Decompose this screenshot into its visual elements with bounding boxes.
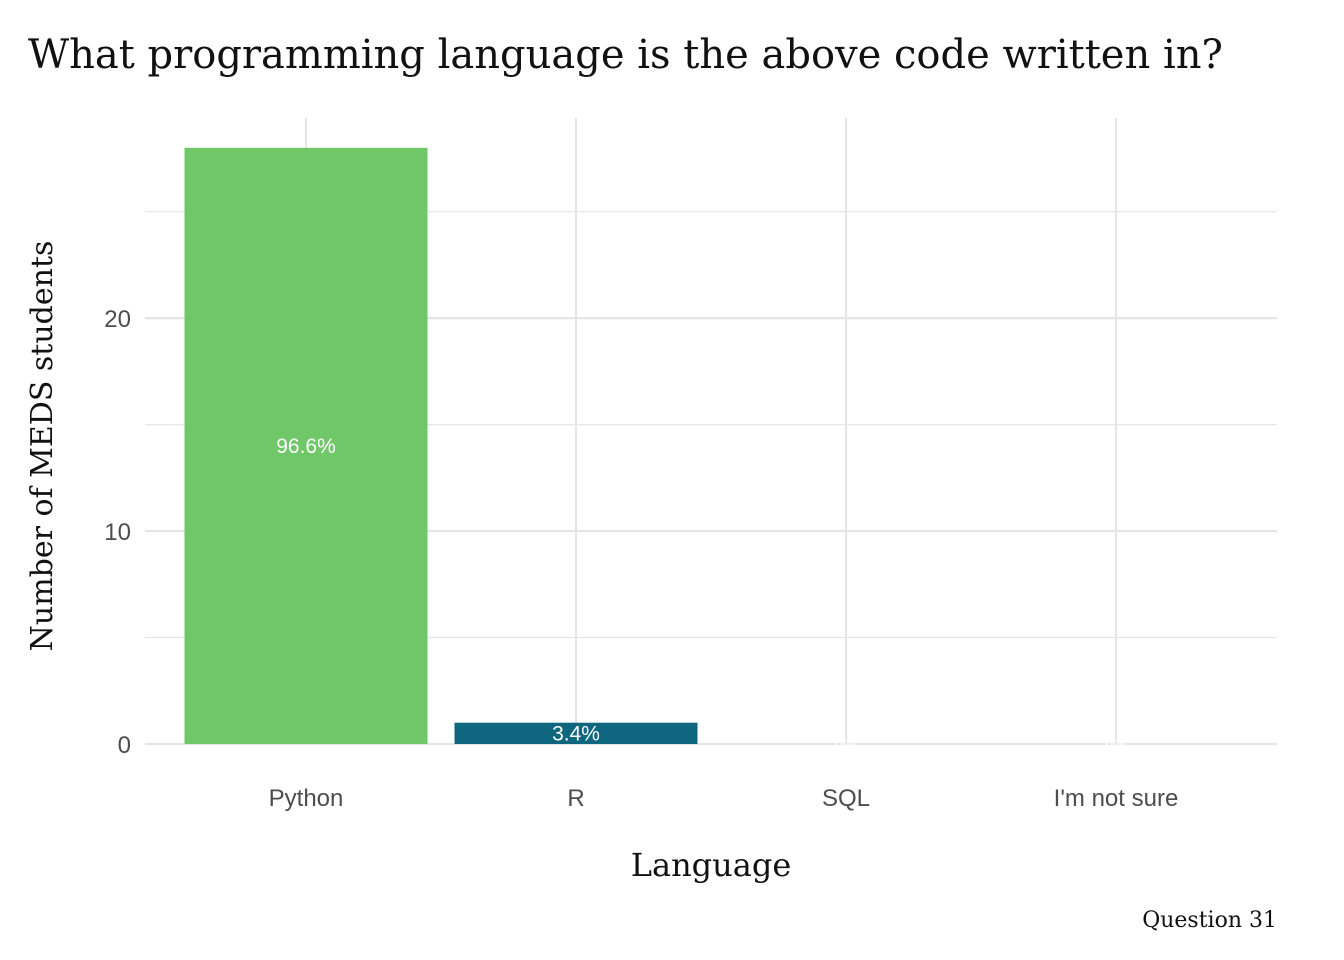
x-tick-label: R [567,785,584,812]
chart-caption: Question 31 [1142,908,1277,933]
x-tick-label: I'm not sure [1054,785,1179,812]
y-axis-label: Number of MEDS students [25,241,60,652]
bar [454,722,698,744]
x-tick-label: SQL [822,785,870,812]
bar [184,147,428,745]
x-axis-label: Language [631,846,792,884]
data-label: 3.4% [552,722,600,745]
chart-title: What programming language is the above c… [28,32,1223,78]
y-tick-label: 20 [104,306,131,333]
data-label: 0% [1105,737,1127,754]
x-tick-label: Python [269,785,344,812]
bars [184,147,698,745]
data-label: 0% [835,737,857,754]
data-label: 96.6% [276,435,336,458]
x-axis-ticks: Python R SQL I'm not sure [269,785,1179,812]
y-axis-ticks: 0 10 20 [104,306,131,759]
y-tick-label: 10 [104,519,131,546]
data-labels: 96.6% 3.4% 0% 0% [276,435,1127,754]
y-tick-label: 0 [118,732,131,759]
